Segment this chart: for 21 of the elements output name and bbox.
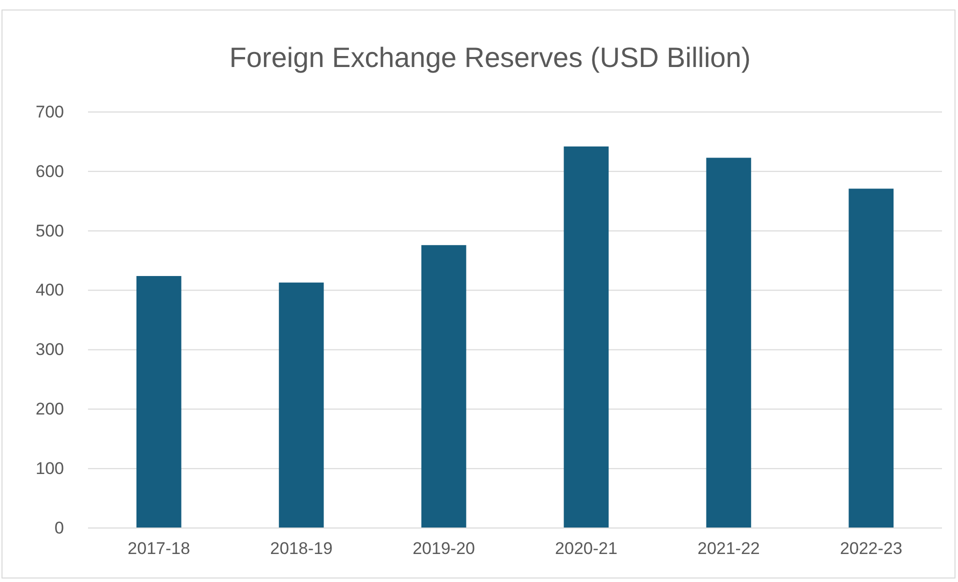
x-tick-label: 2022-23 [840,539,902,558]
y-tick-label: 0 [54,518,64,538]
y-tick-label: 300 [36,340,64,360]
bar [421,245,466,528]
y-tick-label: 200 [36,400,64,419]
x-tick-label: 2019-20 [412,539,475,558]
bar [278,282,324,528]
y-tick-label: 100 [36,459,64,478]
y-tick-label: 400 [36,280,64,300]
y-tick-label: 600 [36,162,64,181]
x-tick-label: 2020-21 [555,539,618,558]
x-tick-label: 2018-19 [270,539,333,558]
x-tick-label: 2021-22 [697,539,760,558]
y-tick-label: 500 [36,221,64,240]
x-tick-label: 2017-18 [128,539,190,558]
bar [564,146,609,528]
y-tick-label: 700 [36,102,64,122]
bar [848,188,894,528]
bar [136,276,182,528]
bar [706,158,752,528]
chart-title: Foreign Exchange Reserves (USD Billion) [229,42,751,73]
